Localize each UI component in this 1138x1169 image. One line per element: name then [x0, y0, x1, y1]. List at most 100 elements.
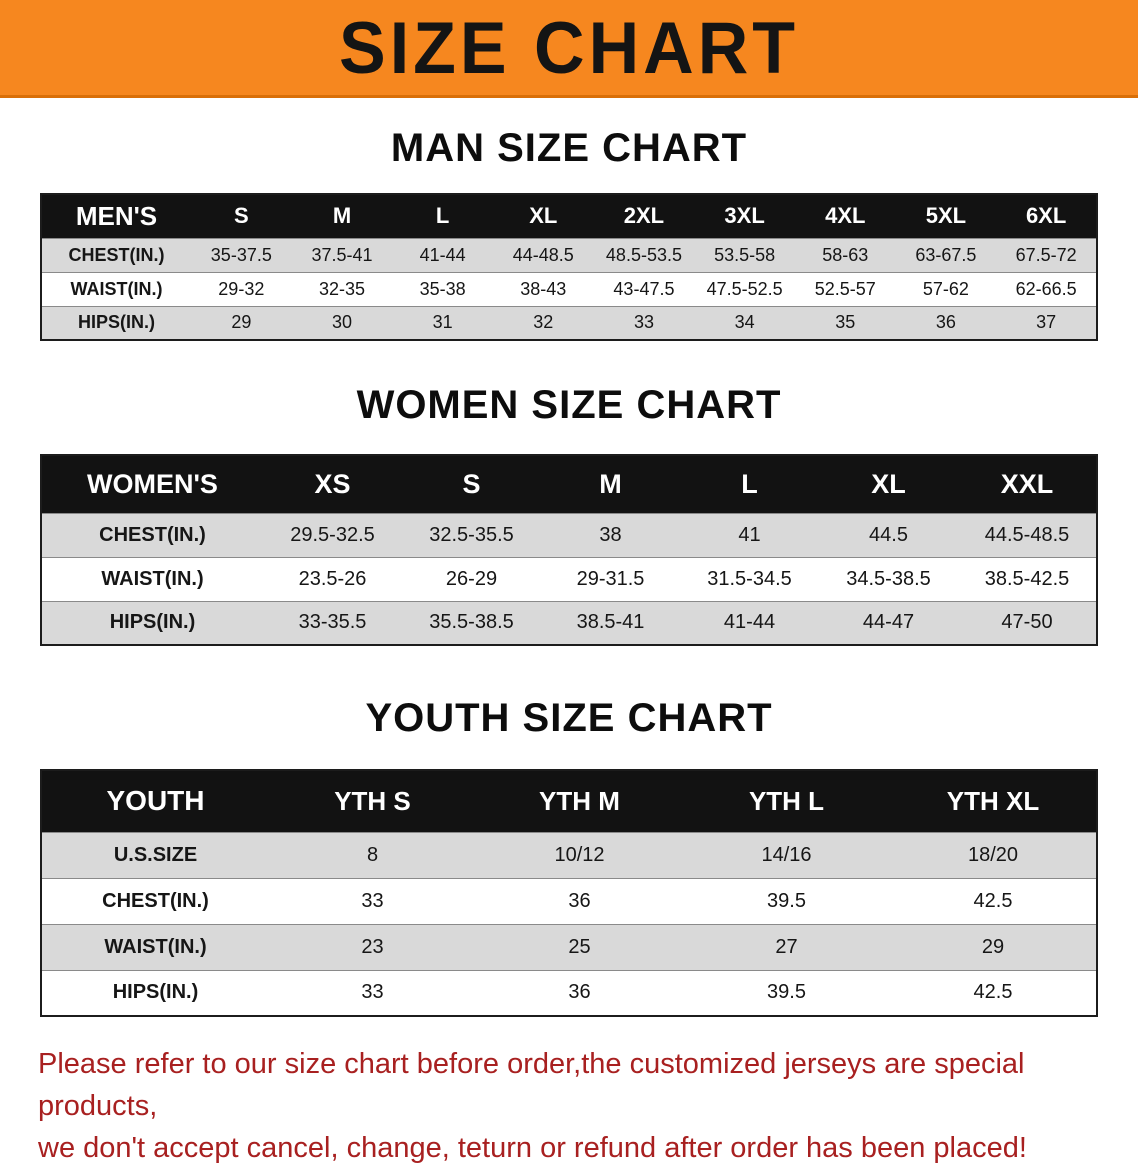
size-value: 29.5-32.5 — [263, 512, 402, 557]
row-label: HIPS(IN.) — [41, 969, 269, 1016]
table-corner-label: YOUTH — [41, 770, 269, 832]
size-value: 44-47 — [819, 600, 958, 645]
size-value: 33 — [593, 305, 695, 340]
women-size-table: WOMEN'S XS S M L XL XXL CHEST(IN.) 29.5-32.5 32.5… — [40, 454, 1098, 646]
row-label: HIPS(IN.) — [41, 305, 191, 340]
table-row: WAIST(IN.) 23.5-26 26-29 29-31.5 31.5-34.5 34… — [41, 556, 1097, 601]
size-value: 25 — [476, 923, 683, 970]
size-column-header: M — [291, 194, 393, 238]
size-value: 29 — [191, 305, 292, 340]
row-label: CHEST(IN.) — [41, 877, 269, 924]
size-value: 57-62 — [895, 271, 997, 306]
size-value: 32 — [492, 305, 594, 340]
row-label: HIPS(IN.) — [41, 600, 263, 645]
row-label: U.S.SIZE — [41, 831, 269, 878]
size-value: 41-44 — [392, 237, 493, 272]
size-value: 33 — [269, 969, 476, 1016]
table-corner-label: WOMEN'S — [41, 455, 263, 513]
size-value: 63-67.5 — [895, 237, 997, 272]
table-header-row: MEN'S S M L XL 2XL 3XL 4XL 5XL 6XL — [41, 194, 1097, 238]
size-value: 44.5 — [819, 512, 958, 557]
size-value: 37 — [996, 305, 1097, 340]
men-size-table: MEN'S S M L XL 2XL 3XL 4XL 5XL 6XL CHEST(IN.) 35-37… — [40, 193, 1098, 341]
size-value: 31.5-34.5 — [680, 556, 819, 601]
table-row: CHEST(IN.) 29.5-32.5 32.5-35.5 38 41 44.5 44.5… — [41, 512, 1097, 557]
size-column-header: M — [541, 455, 680, 513]
size-column-header: S — [191, 194, 292, 238]
size-value: 39.5 — [683, 969, 890, 1016]
table-row: CHEST(IN.) 35-37.5 37.5-41 41-44 44-48.5 48.5… — [41, 237, 1097, 272]
men-size-section: MAN SIZE CHART MEN'S S M L XL 2XL 3XL 4XL 5XL 6XL… — [0, 126, 1138, 341]
youth-section-heading: YOUTH SIZE CHART — [365, 696, 773, 740]
size-column-header: 3XL — [694, 194, 795, 238]
size-value: 67.5-72 — [996, 237, 1097, 272]
row-label: WAIST(IN.) — [41, 271, 191, 306]
size-value: 23.5-26 — [263, 556, 402, 601]
size-column-header: 5XL — [895, 194, 997, 238]
banner-title: SIZE CHART — [339, 6, 799, 89]
table-row: WAIST(IN.) 29-32 32-35 35-38 38-43 43-47.5 47.… — [41, 271, 1097, 306]
size-value: 41 — [680, 512, 819, 557]
size-value: 35-38 — [392, 271, 493, 306]
size-column-header: 4XL — [794, 194, 896, 238]
size-value: 34.5-38.5 — [819, 556, 958, 601]
size-value: 31 — [392, 305, 493, 340]
size-value: 35.5-38.5 — [402, 600, 541, 645]
size-chart-banner: SIZE CHART — [0, 0, 1138, 98]
size-value: 62-66.5 — [996, 271, 1097, 306]
size-value: 38 — [541, 512, 680, 557]
size-value: 47-50 — [958, 600, 1097, 645]
size-value: 23 — [269, 923, 476, 970]
size-value: 37.5-41 — [291, 237, 393, 272]
men-section-heading: MAN SIZE CHART — [390, 126, 748, 170]
size-column-header: 2XL — [593, 194, 695, 238]
size-value: 36 — [476, 877, 683, 924]
size-value: 34 — [694, 305, 795, 340]
disclaimer: Please refer to our size chart before or… — [38, 1043, 1116, 1169]
size-value: 14/16 — [683, 831, 890, 878]
size-value: 29-32 — [191, 271, 292, 306]
table-row: U.S.SIZE 8 10/12 14/16 18/20 — [41, 831, 1097, 878]
youth-size-table: YOUTH YTH S YTH M YTH L YTH XL U.S.SIZE 8 10/12… — [40, 769, 1098, 1017]
size-value: 35-37.5 — [191, 237, 292, 272]
size-value: 48.5-53.5 — [593, 237, 695, 272]
table-header-row: WOMEN'S XS S M L XL XXL — [41, 455, 1097, 513]
size-column-header: 6XL — [996, 194, 1097, 238]
size-value: 27 — [683, 923, 890, 970]
size-value: 26-29 — [402, 556, 541, 601]
size-value: 33 — [269, 877, 476, 924]
size-value: 29 — [890, 923, 1097, 970]
size-value: 58-63 — [794, 237, 896, 272]
disclaimer-line-1: Please refer to our size chart before or… — [38, 1048, 1025, 1123]
size-column-header: YTH S — [269, 770, 476, 832]
table-row: HIPS(IN.) 29 30 31 32 33 34 35 36 37 — [41, 305, 1097, 340]
size-value: 30 — [291, 305, 393, 340]
table-row: HIPS(IN.) 33-35.5 35.5-38.5 38.5-41 41-44 44-… — [41, 600, 1097, 645]
size-column-header: XXL — [958, 455, 1097, 513]
size-value: 42.5 — [890, 969, 1097, 1016]
size-column-header: YTH M — [476, 770, 683, 832]
women-section-heading: WOMEN SIZE CHART — [356, 383, 782, 427]
row-label: WAIST(IN.) — [41, 923, 269, 970]
size-value: 32.5-35.5 — [402, 512, 541, 557]
size-column-header: YTH L — [683, 770, 890, 832]
size-value: 10/12 — [476, 831, 683, 878]
size-value: 42.5 — [890, 877, 1097, 924]
size-value: 44-48.5 — [492, 237, 594, 272]
youth-size-section: YOUTH SIZE CHART YOUTH YTH S YTH M YTH L YTH… — [0, 696, 1138, 1017]
size-column-header: L — [680, 455, 819, 513]
size-column-header: XL — [492, 194, 594, 238]
size-value: 8 — [269, 831, 476, 878]
women-size-section: WOMEN SIZE CHART WOMEN'S XS S M L XL XXL CHEST(… — [0, 383, 1138, 646]
disclaimer-line-2: we don't accept cancel, change, teturn o… — [38, 1132, 1027, 1165]
size-value: 29-31.5 — [541, 556, 680, 601]
size-value: 44.5-48.5 — [958, 512, 1097, 557]
size-value: 18/20 — [890, 831, 1097, 878]
size-value: 38.5-42.5 — [958, 556, 1097, 601]
table-row: WAIST(IN.) 23 25 27 29 — [41, 923, 1097, 970]
size-value: 43-47.5 — [593, 271, 695, 306]
size-column-header: XS — [263, 455, 402, 513]
size-value: 32-35 — [291, 271, 393, 306]
size-value: 47.5-52.5 — [694, 271, 795, 306]
size-value: 53.5-58 — [694, 237, 795, 272]
